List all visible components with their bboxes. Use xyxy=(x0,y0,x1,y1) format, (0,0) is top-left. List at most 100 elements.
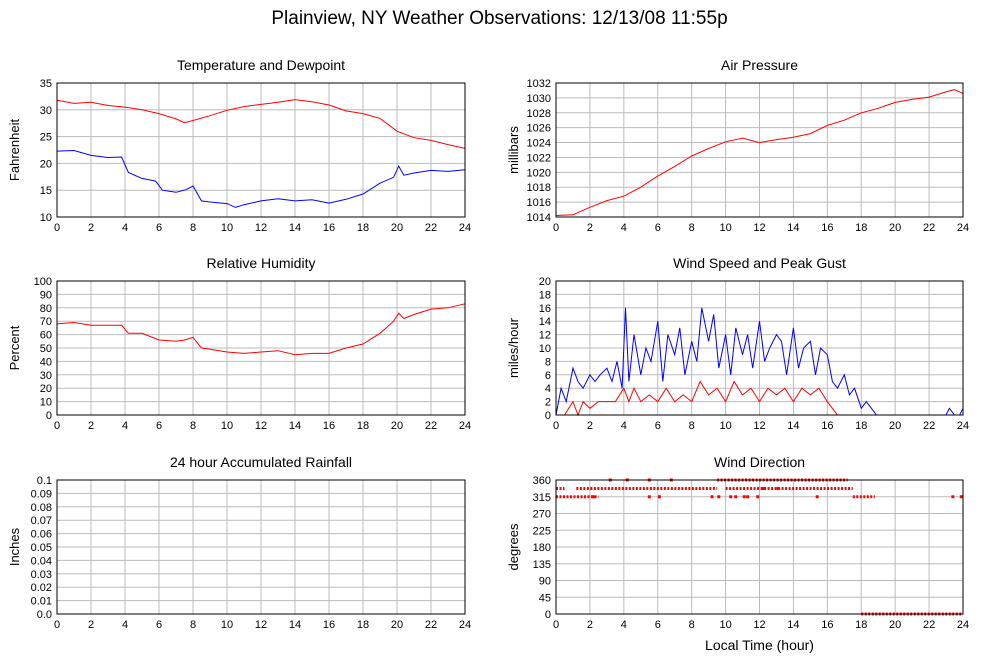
y-tick-label: 0.06 xyxy=(31,529,52,541)
plot-frame xyxy=(555,479,964,615)
direction-point xyxy=(647,495,651,499)
y-tick-label: 100 xyxy=(34,276,52,288)
y-tick-label: 0.01 xyxy=(31,596,52,608)
x-tick-label: 24 xyxy=(957,420,969,432)
plot-frame xyxy=(56,280,466,416)
x-tick-label: 18 xyxy=(357,619,369,631)
x-tick-label: 20 xyxy=(391,619,403,631)
x-tick-label: 16 xyxy=(323,420,335,432)
direction-point xyxy=(756,495,760,499)
x-tick-label: 22 xyxy=(923,619,935,631)
x-tick-label: 16 xyxy=(323,619,335,631)
y-tick-label: 0 xyxy=(545,410,551,422)
x-tick-label: 0 xyxy=(553,222,559,234)
x-tick-label: 22 xyxy=(425,420,437,432)
x-tick-label: 6 xyxy=(156,619,162,631)
series-line-1 xyxy=(56,99,466,149)
x-tick-label: 8 xyxy=(190,222,196,234)
x-tick-label: 0 xyxy=(54,222,60,234)
x-tick-label: 14 xyxy=(289,420,301,432)
x-tick-label: 12 xyxy=(753,222,765,234)
y-tick-label: 0 xyxy=(46,410,52,422)
y-tick-label: 60 xyxy=(40,330,52,342)
series-line-1 xyxy=(555,89,964,216)
x-tick-label: 10 xyxy=(221,222,233,234)
x-tick-label: 18 xyxy=(855,222,867,234)
x-tick-label: 2 xyxy=(88,420,94,432)
direction-point xyxy=(734,495,738,499)
y-axis-label: millibars xyxy=(506,126,521,174)
x-tick-label: 8 xyxy=(689,420,695,432)
y-tick-label: 30 xyxy=(40,105,52,117)
x-tick-label: 6 xyxy=(156,420,162,432)
x-tick-label: 4 xyxy=(621,420,627,432)
series-line-1 xyxy=(56,303,466,356)
y-tick-label: 45 xyxy=(539,592,551,604)
y-tick-label: 1016 xyxy=(527,197,551,209)
x-tick-label: 10 xyxy=(719,420,731,432)
x-tick-label: 4 xyxy=(122,619,128,631)
y-tick-label: 25 xyxy=(40,132,52,144)
x-tick-label: 22 xyxy=(425,619,437,631)
x-tick-label: 0 xyxy=(54,619,60,631)
y-tick-label: 35 xyxy=(40,78,52,90)
y-axis-label: Fahrenheit xyxy=(7,119,22,182)
x-tick-label: 8 xyxy=(190,619,196,631)
y-tick-label: 0.1 xyxy=(37,475,52,487)
y-tick-label: 20 xyxy=(539,276,551,288)
x-tick-label: 24 xyxy=(459,420,471,432)
x-tick-label: 12 xyxy=(255,222,267,234)
y-tick-label: 225 xyxy=(533,525,551,537)
x-tick-label: 24 xyxy=(459,222,471,234)
x-tick-label: 4 xyxy=(122,222,128,234)
x-tick-label: 22 xyxy=(923,420,935,432)
y-tick-label: 2 xyxy=(545,397,551,409)
x-tick-label: 16 xyxy=(323,222,335,234)
x-tick-label: 10 xyxy=(221,619,233,631)
y-tick-label: 4 xyxy=(545,383,551,395)
y-axis-label: Percent xyxy=(7,325,22,370)
x-tick-label: 12 xyxy=(753,619,765,631)
plot-frame xyxy=(56,479,466,615)
x-tick-label: 8 xyxy=(689,619,695,631)
direction-point xyxy=(729,495,733,499)
y-tick-label: 90 xyxy=(539,576,551,588)
x-tick-label: 0 xyxy=(553,619,559,631)
y-tick-label: 16 xyxy=(539,303,551,315)
x-tick-label: 20 xyxy=(391,420,403,432)
y-tick-label: 8 xyxy=(545,356,551,368)
y-tick-label: 1022 xyxy=(527,152,551,164)
x-tick-label: 6 xyxy=(655,222,661,234)
x-tick-label: 18 xyxy=(357,420,369,432)
y-tick-label: 0.04 xyxy=(31,555,52,567)
x-tick-label: 6 xyxy=(655,420,661,432)
direction-point xyxy=(742,495,746,499)
x-tick-label: 0 xyxy=(553,420,559,432)
x-tick-label: 18 xyxy=(855,420,867,432)
direction-point xyxy=(717,495,721,499)
x-tick-label: 20 xyxy=(391,222,403,234)
x-tick-label: 8 xyxy=(689,222,695,234)
x-tick-label: 22 xyxy=(923,222,935,234)
direction-point xyxy=(591,495,595,499)
x-tick-label: 24 xyxy=(957,222,969,234)
x-tick-label: 16 xyxy=(821,420,833,432)
y-tick-label: 10 xyxy=(539,343,551,355)
x-tick-label: 12 xyxy=(255,619,267,631)
y-tick-label: 1024 xyxy=(527,138,551,150)
x-tick-label: 20 xyxy=(889,619,901,631)
direction-point xyxy=(746,495,750,499)
direction-point xyxy=(815,495,819,499)
y-tick-label: 70 xyxy=(40,316,52,328)
y-tick-label: 14 xyxy=(539,316,551,328)
y-tick-label: 0.08 xyxy=(31,502,52,514)
x-tick-label: 18 xyxy=(357,222,369,234)
x-tick-label: 12 xyxy=(255,420,267,432)
direction-point xyxy=(761,487,765,491)
y-tick-label: 1026 xyxy=(527,123,551,135)
y-axis-label: miles/hour xyxy=(506,317,521,378)
y-tick-label: 0.0 xyxy=(37,609,52,621)
y-tick-label: 1020 xyxy=(527,167,551,179)
y-tick-label: 90 xyxy=(40,289,52,301)
